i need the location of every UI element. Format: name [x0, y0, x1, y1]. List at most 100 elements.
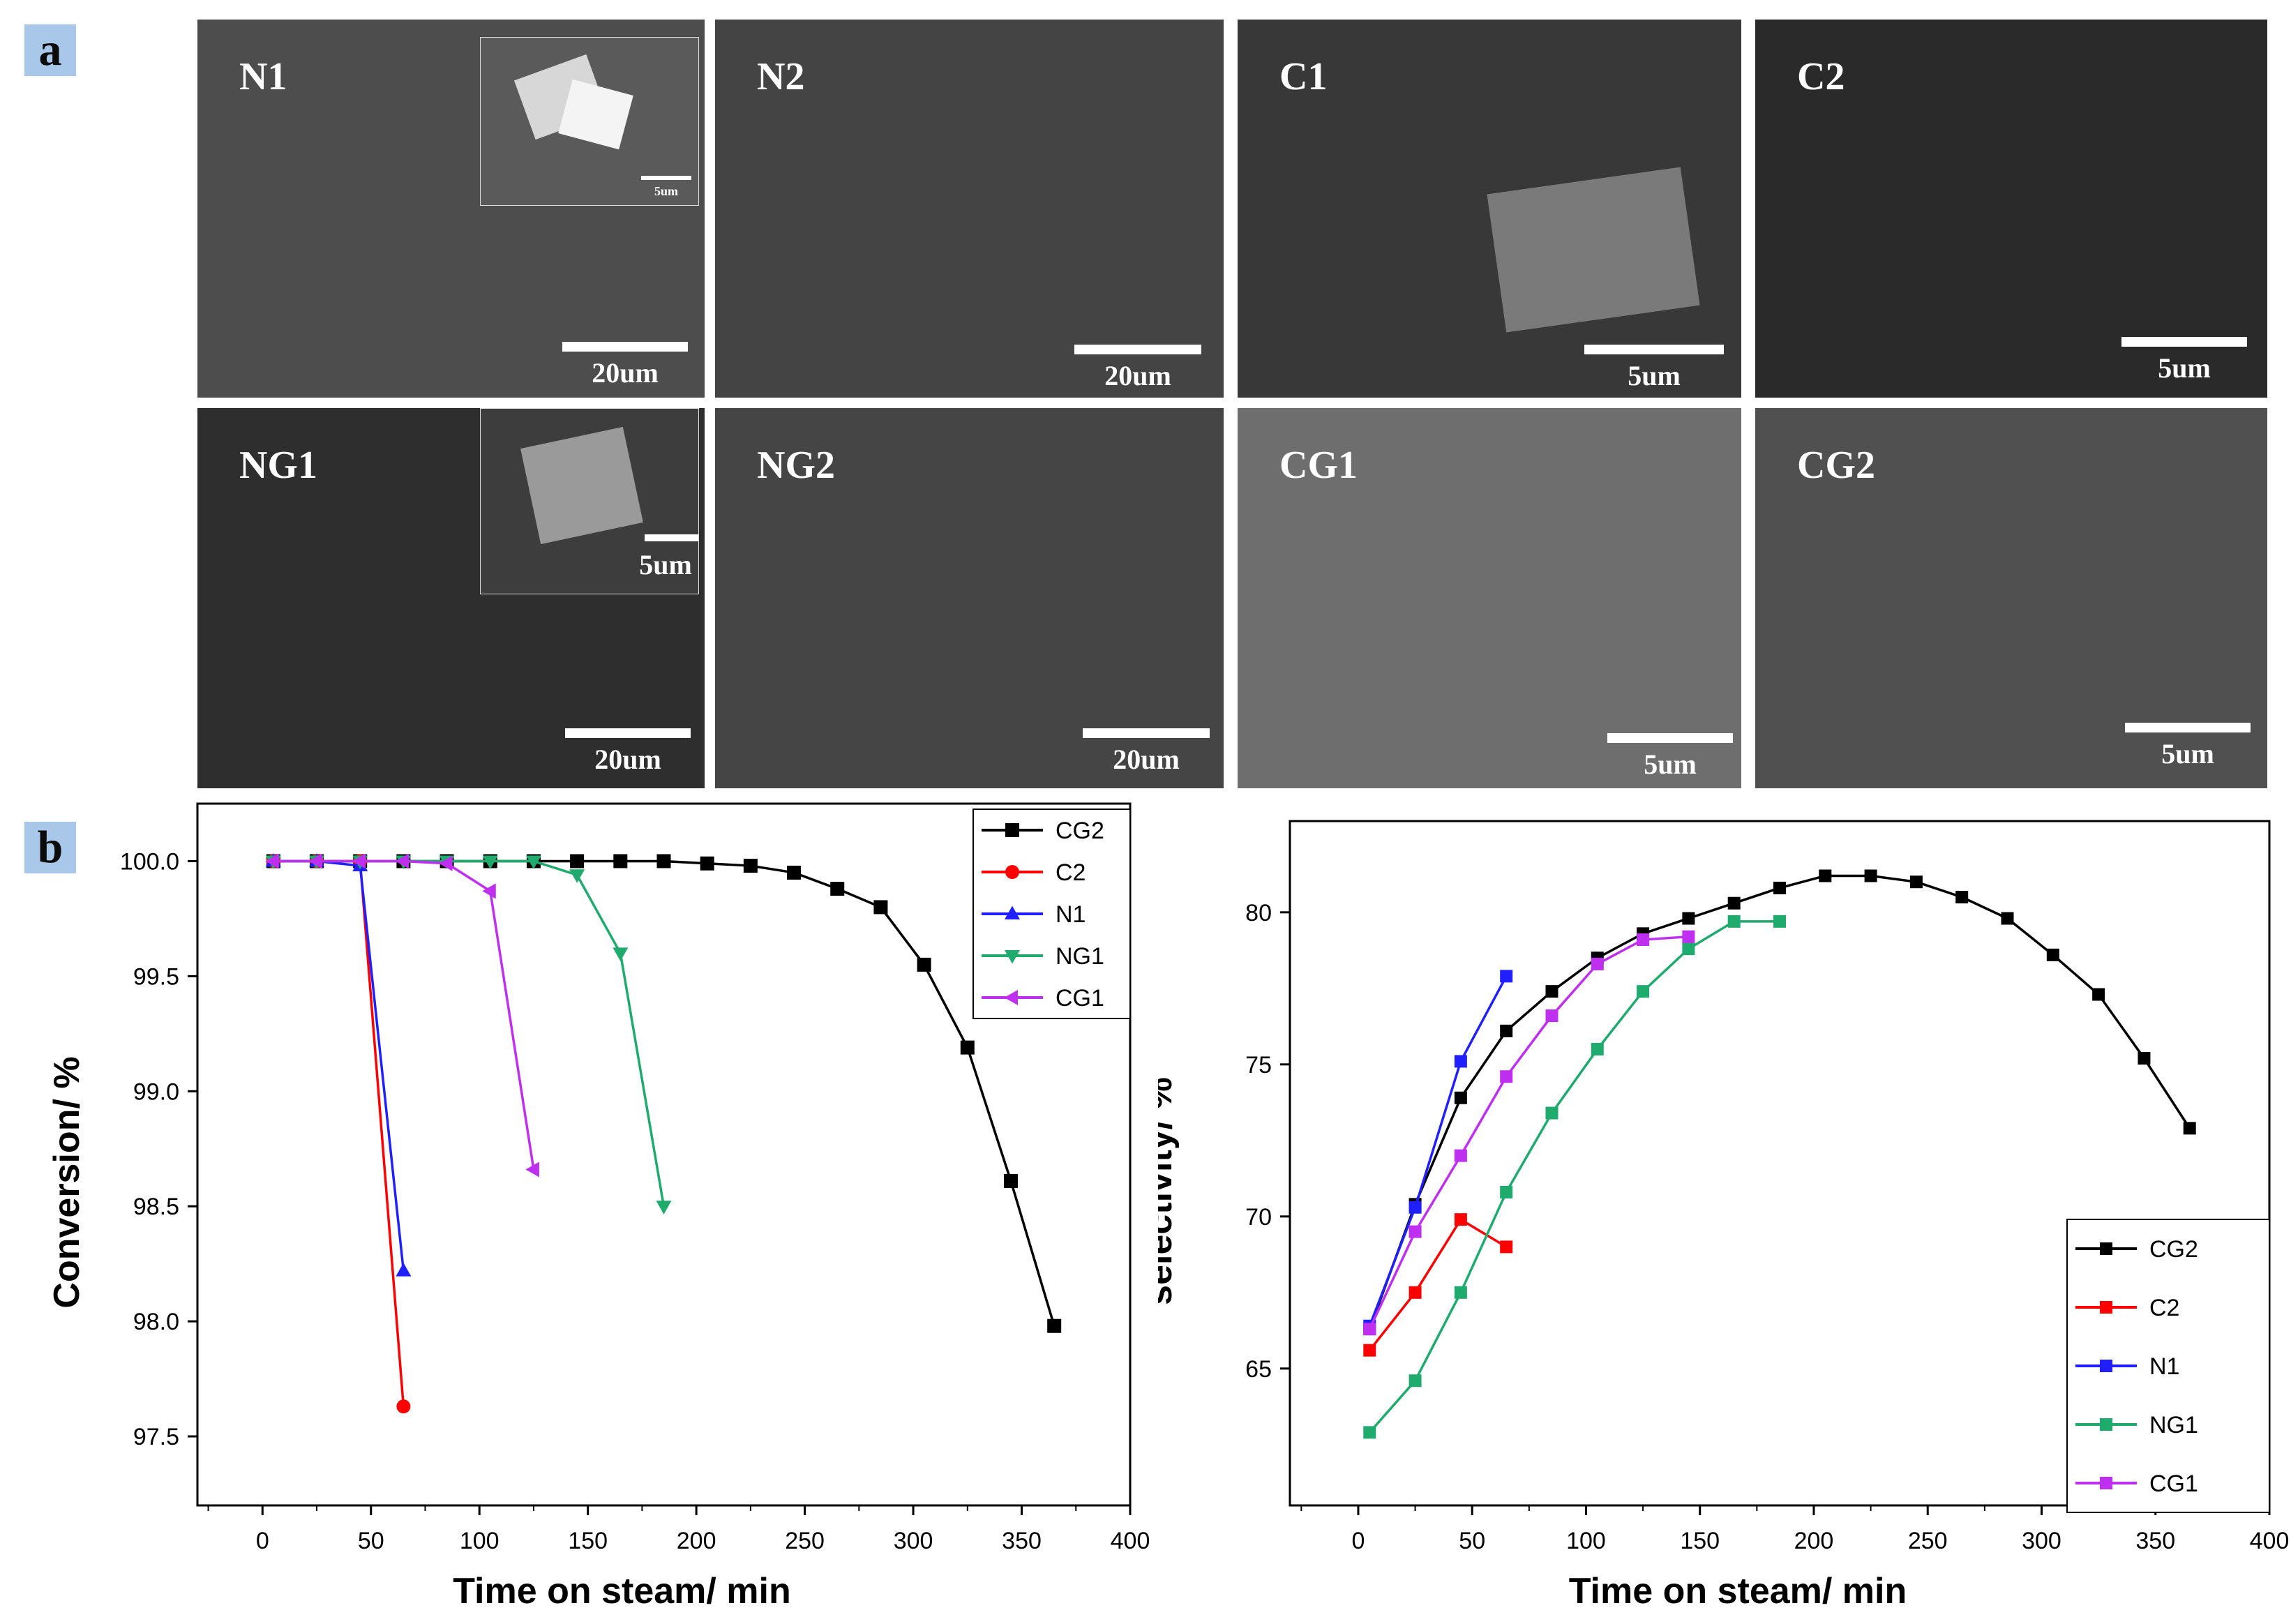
data-point [2138, 1052, 2151, 1065]
data-point [1500, 1024, 1513, 1037]
x-tick-label: 100 [1566, 1528, 1606, 1554]
legend-entry-cg2: CG2 [2149, 1236, 2198, 1263]
data-point [873, 900, 888, 915]
x-tick-label: 300 [2022, 1528, 2061, 1554]
x-tick-label: 50 [1459, 1528, 1485, 1554]
data-point [1500, 1240, 1513, 1254]
scale-bar [1607, 733, 1733, 743]
data-point [1682, 912, 1695, 925]
x-tick-label: 150 [568, 1528, 608, 1554]
data-point [1545, 1009, 1558, 1023]
data-point [1955, 891, 1969, 903]
panel-a-label: a [24, 24, 76, 76]
y-tick-label: 99.0 [133, 1078, 179, 1105]
legend-entry-cg1: CG1 [1056, 985, 1104, 1012]
x-tick-label: 200 [1794, 1528, 1834, 1554]
data-point [656, 1201, 672, 1215]
y-tick-label: 80 [1245, 900, 1272, 926]
scale-bar [562, 342, 688, 352]
scale-text: 5um [2158, 352, 2211, 384]
series-ng1 [265, 855, 672, 1215]
data-point [656, 854, 671, 869]
sem-image-n2: N2 20um [715, 20, 1224, 398]
conversion-chart: 0 50 100 150 200 250 300 350 400 97.5 98.0 98.5 99.0… [47, 802, 1150, 1611]
legend-marker [2100, 1301, 2112, 1314]
data-point [743, 859, 758, 873]
data-point [1637, 933, 1650, 947]
data-point [1545, 1106, 1558, 1120]
data-point [1591, 957, 1604, 970]
data-point [1819, 869, 1832, 882]
data-point [1773, 881, 1786, 894]
scale-bar [2121, 337, 2247, 347]
plot-frame [196, 802, 1132, 1507]
plot-frame [1289, 820, 2271, 1507]
sem-label: C2 [1797, 55, 1845, 98]
scale-bar [1074, 345, 1201, 354]
series-c2 [1363, 1213, 1513, 1357]
data-point [1047, 1318, 1062, 1333]
scale-text: 5um [2161, 738, 2214, 769]
inset-scale-text: 5um [639, 549, 692, 580]
legend-entry-c2: C2 [1056, 859, 1086, 886]
data-point [1454, 1286, 1467, 1299]
series-line [273, 859, 405, 1271]
x-axis-label: Time on steam/ min [453, 1571, 791, 1611]
data-point [1409, 1201, 1422, 1214]
legend-entry-ng1: NG1 [1056, 943, 1104, 970]
sem-label: CG1 [1279, 444, 1358, 487]
y-tick-label: 65 [1245, 1356, 1272, 1383]
sem-image-c2: C2 5um [1755, 20, 2267, 398]
sem-label: NG1 [239, 444, 317, 487]
data-point [1682, 930, 1695, 943]
legend-entry-n1: N1 [1056, 901, 1086, 928]
data-point [787, 865, 802, 880]
y-tick-label: 98.0 [133, 1309, 179, 1335]
data-point [569, 869, 585, 883]
inset-scale-text: 5um [654, 184, 678, 198]
x-tick-label: 300 [894, 1528, 933, 1554]
data-point [1637, 985, 1650, 998]
scale-bar [2125, 723, 2251, 732]
data-point [1409, 1225, 1422, 1238]
data-point [1864, 869, 1877, 882]
legend-marker [1005, 905, 1020, 919]
scale-text: 20um [1104, 360, 1171, 391]
series-line [1368, 1217, 1508, 1351]
legend: CG2 C2 N1 NG1 CG1 [2066, 1219, 2270, 1513]
data-point [1454, 1091, 1467, 1104]
data-point [613, 854, 628, 869]
data-point [1363, 1344, 1376, 1357]
sem-label: N2 [757, 55, 805, 98]
legend-entry-c2: C2 [2149, 1295, 2179, 1321]
x-tick-label: 100 [460, 1528, 499, 1554]
data-point [482, 883, 496, 899]
scale-text: 5um [1628, 360, 1681, 391]
series-cg1 [265, 853, 539, 1178]
scale-text: 20um [594, 744, 661, 775]
legend-marker [1005, 823, 1019, 837]
x-tick-label: 250 [1908, 1528, 1948, 1554]
x-tick-label: 50 [358, 1528, 384, 1554]
data-point [2092, 988, 2105, 1001]
x-axis-label: Time on steam/ min [1569, 1571, 1907, 1611]
x-tick-label: 0 [256, 1528, 269, 1554]
data-point [2046, 948, 2059, 961]
y-axis-label: Conversion/ % [47, 1056, 87, 1308]
sem-image-cg2: CG2 5um [1755, 408, 2267, 788]
data-point [960, 1040, 975, 1055]
data-point [525, 1161, 539, 1178]
data-point [1591, 1043, 1604, 1055]
series-line [1368, 935, 1689, 1330]
sem-image-n1: N1 5um 20um [197, 20, 705, 398]
series-n1 [265, 852, 412, 1277]
legend-marker [2100, 1418, 2112, 1431]
data-point [1909, 875, 1923, 889]
y-tick-label: 98.5 [133, 1194, 179, 1220]
scale-text: 20um [1113, 744, 1180, 775]
y-axis-label: selectivity/ % [1158, 1077, 1180, 1305]
panel-b-label: b [24, 822, 76, 873]
data-point [395, 853, 410, 869]
y-tick-label: 100.0 [120, 848, 179, 875]
y-tick-label: 99.5 [133, 963, 179, 990]
